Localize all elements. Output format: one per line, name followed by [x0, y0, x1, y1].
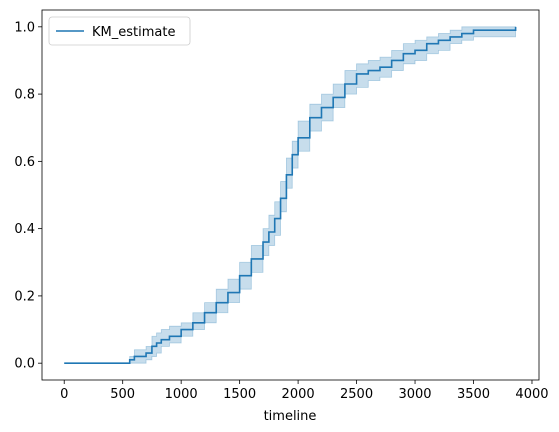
x-tick-label: 500	[110, 387, 135, 402]
plot-frame	[41, 9, 540, 381]
y-axis-ticks: 0.0 0.2 0.4 0.6 0.8 1.0	[14, 20, 42, 372]
y-tick-label: 0.6	[14, 155, 35, 170]
y-tick-label: 0.0	[14, 357, 35, 372]
legend-label: KM_estimate	[92, 25, 175, 40]
x-tick-label: 1000	[165, 387, 198, 402]
x-tick-label: 3000	[398, 387, 431, 402]
series-line-km-estimate	[64, 26, 517, 364]
y-tick-label: 0.2	[14, 289, 35, 304]
x-tick-label: 1500	[223, 387, 256, 402]
x-tick-label: 3500	[457, 387, 490, 402]
x-tick-label: 2500	[340, 387, 373, 402]
legend: KM_estimate	[48, 16, 191, 46]
legend-box	[48, 16, 191, 46]
x-axis-label: timeline	[264, 409, 317, 424]
x-tick-label: 2000	[282, 387, 315, 402]
x-tick-label: 4000	[515, 387, 548, 402]
x-tick-label: 0	[60, 387, 68, 402]
series-line-layer	[64, 26, 517, 364]
x-axis-ticks: 0 500 1000 1500 2000 2500 3000 3500 4000	[60, 380, 549, 402]
y-tick-label: 1.0	[14, 20, 35, 35]
y-tick-label: 0.8	[14, 88, 35, 103]
y-tick-label: 0.4	[14, 222, 35, 237]
